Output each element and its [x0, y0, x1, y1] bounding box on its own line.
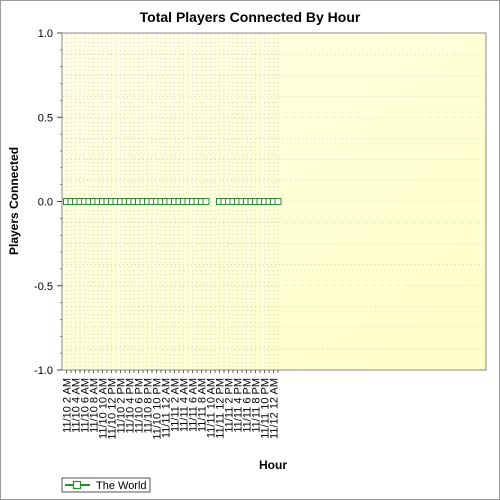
x-tick-label: 11/11 6 PM [242, 378, 254, 433]
data-point [202, 198, 210, 205]
y-tick-label: -1.0 [34, 365, 53, 377]
y-tick-label: 0.0 [38, 197, 53, 209]
x-tick-label: 11/11 4 PM [233, 378, 245, 433]
x-tick-label: 11/11 10 PM [260, 378, 272, 439]
data-point [274, 198, 282, 205]
x-tick-label: 11/10 4 PM [125, 378, 137, 433]
x-tick-label: 11/10 4 AM [71, 378, 83, 433]
legend-marker-swatch [72, 480, 82, 490]
x-tick-label: 11/11 8 PM [251, 378, 263, 433]
chart-title: Total Players Connected By Hour [140, 9, 361, 25]
x-tick-label: 11/10 10 PM [152, 378, 164, 440]
x-tick-label: 11/10 6 AM [80, 378, 92, 433]
y-tick-label: 0.5 [38, 112, 53, 124]
x-tick-label: 11/11 10 AM [206, 378, 218, 438]
y-axis-ticks: 1.0 0.5 0.0 -0.5 -1.0 [34, 28, 62, 377]
x-tick-label: 11/11 4 AM [179, 378, 191, 432]
x-tick-label: 11/11 12 PM [215, 378, 227, 439]
x-tick-label: 11/10 10 AM [98, 378, 110, 439]
x-tick-label: 11/11 12 AM [161, 378, 173, 438]
x-tick-label: 11/11 8 AM [197, 378, 209, 432]
x-tick-label: 11/10 2 AM [62, 378, 74, 433]
x-axis-label: Hour [259, 458, 287, 472]
x-tick-label: 11/10 12 PM [107, 378, 119, 440]
x-tick-label: 11/10 6 PM [134, 378, 146, 433]
legend-box [61, 477, 151, 493]
x-tick-label: 11/11 2 PM [224, 378, 236, 433]
legend: The World [61, 477, 151, 493]
x-tick-label: 11/10 8 AM [89, 378, 101, 433]
x-tick-label: 11/11 6 AM [188, 378, 200, 432]
y-tick-label: -0.5 [34, 281, 53, 293]
x-tick-label: 11/10 8 PM [143, 378, 155, 433]
y-axis-label: Players Connected [7, 147, 21, 255]
y-tick-label: 1.0 [38, 28, 53, 40]
x-tick-label: 11/12 12 AM [269, 378, 281, 439]
x-tick-label: 11/11 2 AM [170, 378, 182, 432]
series-the-world [63, 198, 282, 205]
x-tick-label: 11/10 2 PM [116, 378, 128, 433]
legend-label-the-world: The World [96, 480, 147, 492]
